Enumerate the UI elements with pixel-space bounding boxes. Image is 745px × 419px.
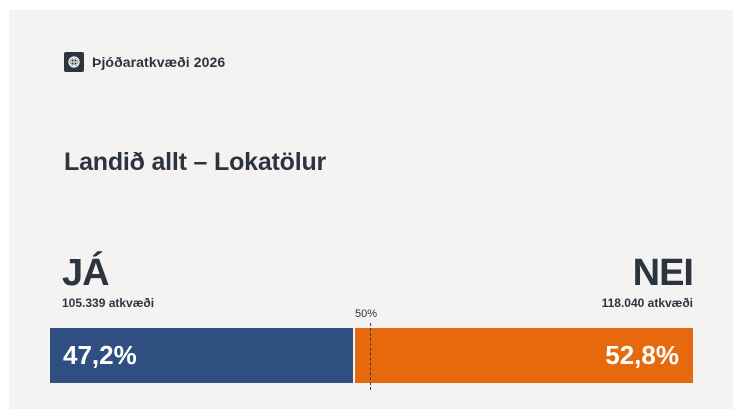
page-title: Landið allt – Lokatölur bbox=[64, 148, 327, 176]
brand-title: Þjóðaratkvæði 2026 bbox=[92, 54, 226, 70]
results-card: Þjóðaratkvæði 2026 Landið allt – Lokatöl… bbox=[9, 10, 733, 409]
no-bar-segment: 52,8% bbox=[353, 328, 693, 383]
yes-bar-segment: 47,2% bbox=[50, 328, 354, 383]
emblem-icon bbox=[64, 52, 84, 72]
no-result: NEI 118.040 atkvæði bbox=[601, 252, 694, 310]
brand-header: Þjóðaratkvæði 2026 bbox=[64, 52, 225, 72]
yes-votes: 105.339 atkvæði bbox=[62, 296, 155, 310]
yes-label: JÁ bbox=[62, 252, 110, 294]
yes-result: JÁ 105.339 atkvæði bbox=[62, 253, 154, 310]
no-label: NEI bbox=[632, 252, 694, 294]
fifty-percent-line bbox=[370, 323, 371, 390]
midline-label: 50% bbox=[355, 308, 378, 320]
result-bar: 47,2% 52,8% bbox=[50, 328, 693, 383]
no-percent: 52,8% bbox=[605, 340, 679, 370]
yes-percent: 47,2% bbox=[63, 340, 137, 370]
no-votes: 118.040 atkvæði bbox=[601, 296, 693, 310]
